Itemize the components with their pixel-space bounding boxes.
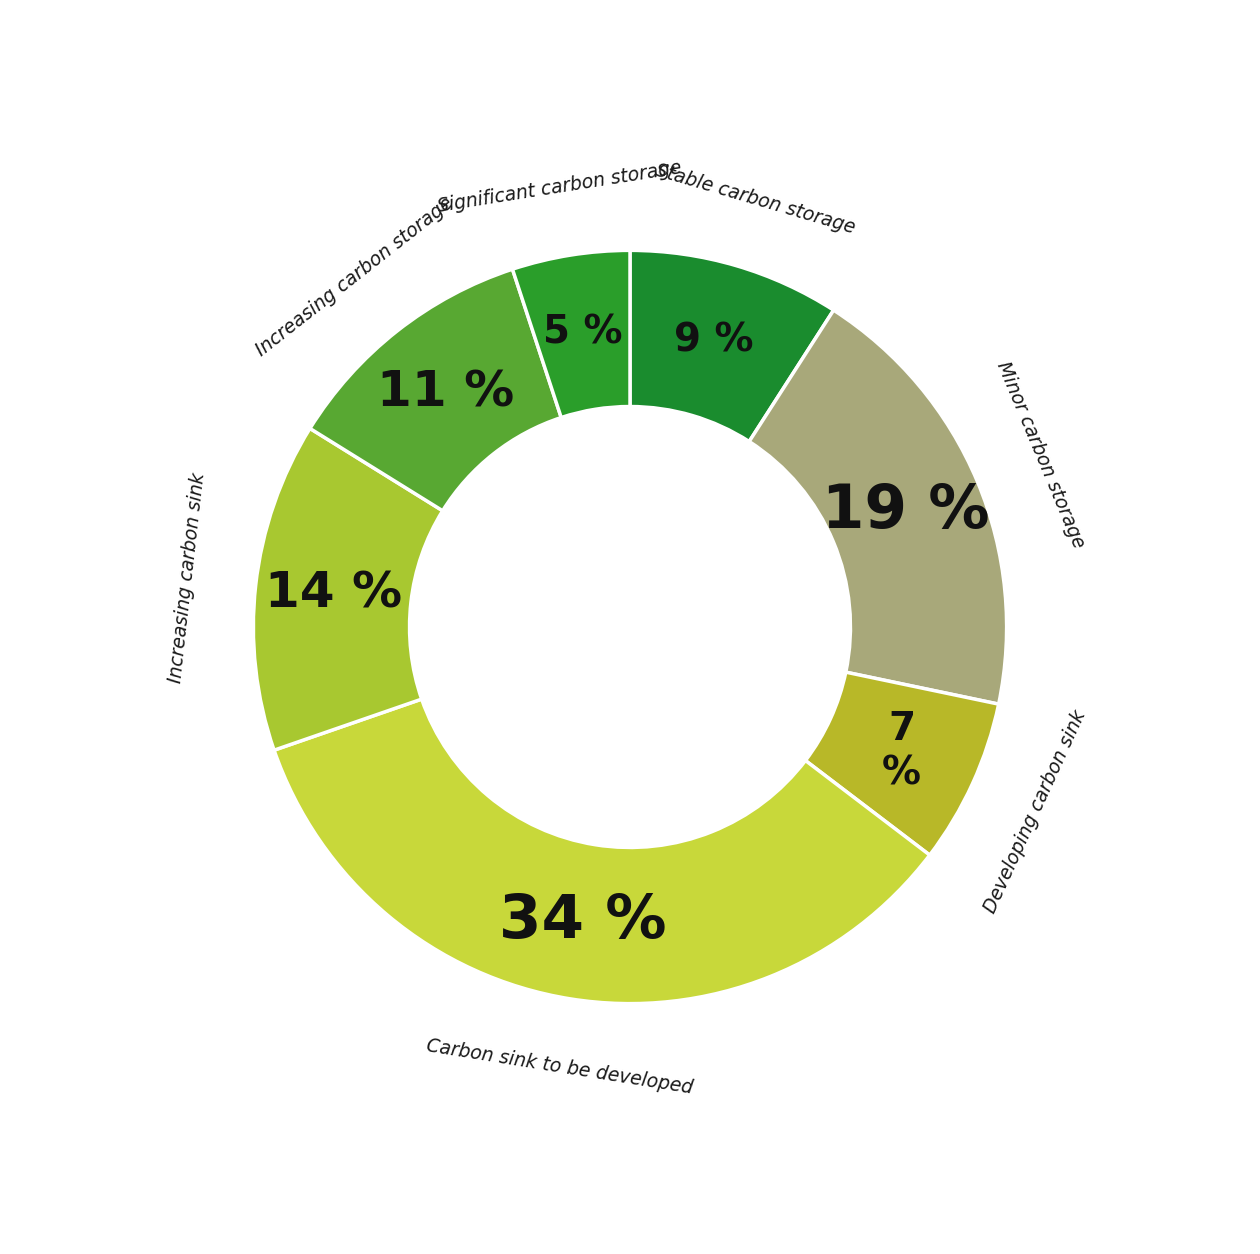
Text: Significant carbon storage: Significant carbon storage xyxy=(436,158,683,216)
Wedge shape xyxy=(310,270,561,510)
Wedge shape xyxy=(253,429,442,750)
Wedge shape xyxy=(513,251,630,418)
Circle shape xyxy=(410,406,850,848)
Text: 7
%: 7 % xyxy=(882,710,921,793)
Text: 14 %: 14 % xyxy=(265,569,402,618)
Text: Increasing carbon storage: Increasing carbon storage xyxy=(252,193,457,360)
Text: Stable carbon storage: Stable carbon storage xyxy=(654,162,858,238)
Wedge shape xyxy=(805,672,999,855)
Text: Minor carbon storage: Minor carbon storage xyxy=(993,359,1089,551)
Text: 19 %: 19 % xyxy=(822,482,989,542)
Wedge shape xyxy=(750,310,1007,705)
Text: Developing carbon sink: Developing carbon sink xyxy=(980,707,1090,917)
Text: Increasing carbon sink: Increasing carbon sink xyxy=(166,472,208,683)
Text: 5 %: 5 % xyxy=(543,314,622,351)
Text: 9 %: 9 % xyxy=(674,321,753,360)
Wedge shape xyxy=(630,251,834,441)
Text: 34 %: 34 % xyxy=(499,893,667,952)
Text: 11 %: 11 % xyxy=(377,369,514,416)
Wedge shape xyxy=(275,700,930,1003)
Text: Carbon sink to be developed: Carbon sink to be developed xyxy=(425,1036,694,1097)
